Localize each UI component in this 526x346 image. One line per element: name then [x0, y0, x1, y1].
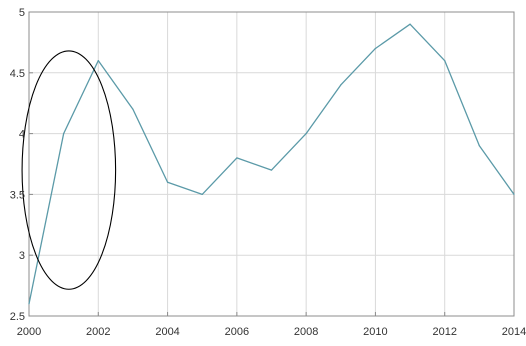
data-point: [513, 193, 515, 195]
x-tick-label: 2002: [86, 326, 110, 338]
data-point: [478, 145, 480, 147]
y-tick-label: 4: [19, 129, 25, 141]
x-tick-label: 2010: [363, 326, 387, 338]
data-point: [340, 84, 342, 86]
x-tick-label: 2006: [225, 326, 249, 338]
x-tick-label: 2004: [155, 326, 179, 338]
y-tick-label: 3: [19, 250, 25, 262]
data-point: [28, 303, 30, 305]
data-point: [270, 169, 273, 171]
series-group: [28, 23, 515, 305]
data-point: [444, 60, 446, 62]
x-tick-label: 2000: [17, 326, 41, 338]
y-tick-label: 2.5: [10, 311, 25, 323]
x-tick-label: 2008: [294, 326, 318, 338]
y-tick-label: 3.5: [10, 189, 25, 201]
data-point: [374, 47, 377, 50]
plot-area-frame: [28, 11, 515, 317]
data-point: [166, 181, 169, 183]
data-point: [201, 193, 203, 195]
y-axis-ticks: 2.5 3 3.5 4 4.5 5: [10, 7, 33, 323]
data-point: [236, 157, 238, 159]
data-point: [409, 23, 411, 25]
y-tick-label: 4.5: [10, 68, 25, 80]
x-tick-label: 2014: [502, 326, 526, 338]
data-point: [132, 108, 134, 110]
data-point: [63, 133, 65, 135]
annotation-group: [21, 50, 117, 290]
y-tick-label: 5: [19, 7, 25, 19]
data-point: [305, 133, 307, 135]
series-line: [28, 23, 515, 304]
x-axis-ticks: 2000 2002 2004 2006 2008 2010 2012 2014: [17, 312, 526, 338]
annotation-ellipse: [21, 50, 117, 290]
data-point: [97, 60, 99, 62]
x-tick-label: 2012: [432, 326, 456, 338]
